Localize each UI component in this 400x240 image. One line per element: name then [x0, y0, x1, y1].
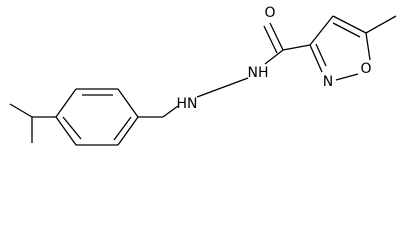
atom-label: HN — [177, 96, 198, 112]
bonds — [9, 15, 397, 146]
atom-label: NH — [248, 65, 269, 81]
atom-label: O — [360, 61, 371, 77]
atom-label: N — [323, 74, 333, 90]
atom-label: O — [264, 5, 275, 21]
structure-diagram: O HN NH N O — [9, 5, 397, 146]
